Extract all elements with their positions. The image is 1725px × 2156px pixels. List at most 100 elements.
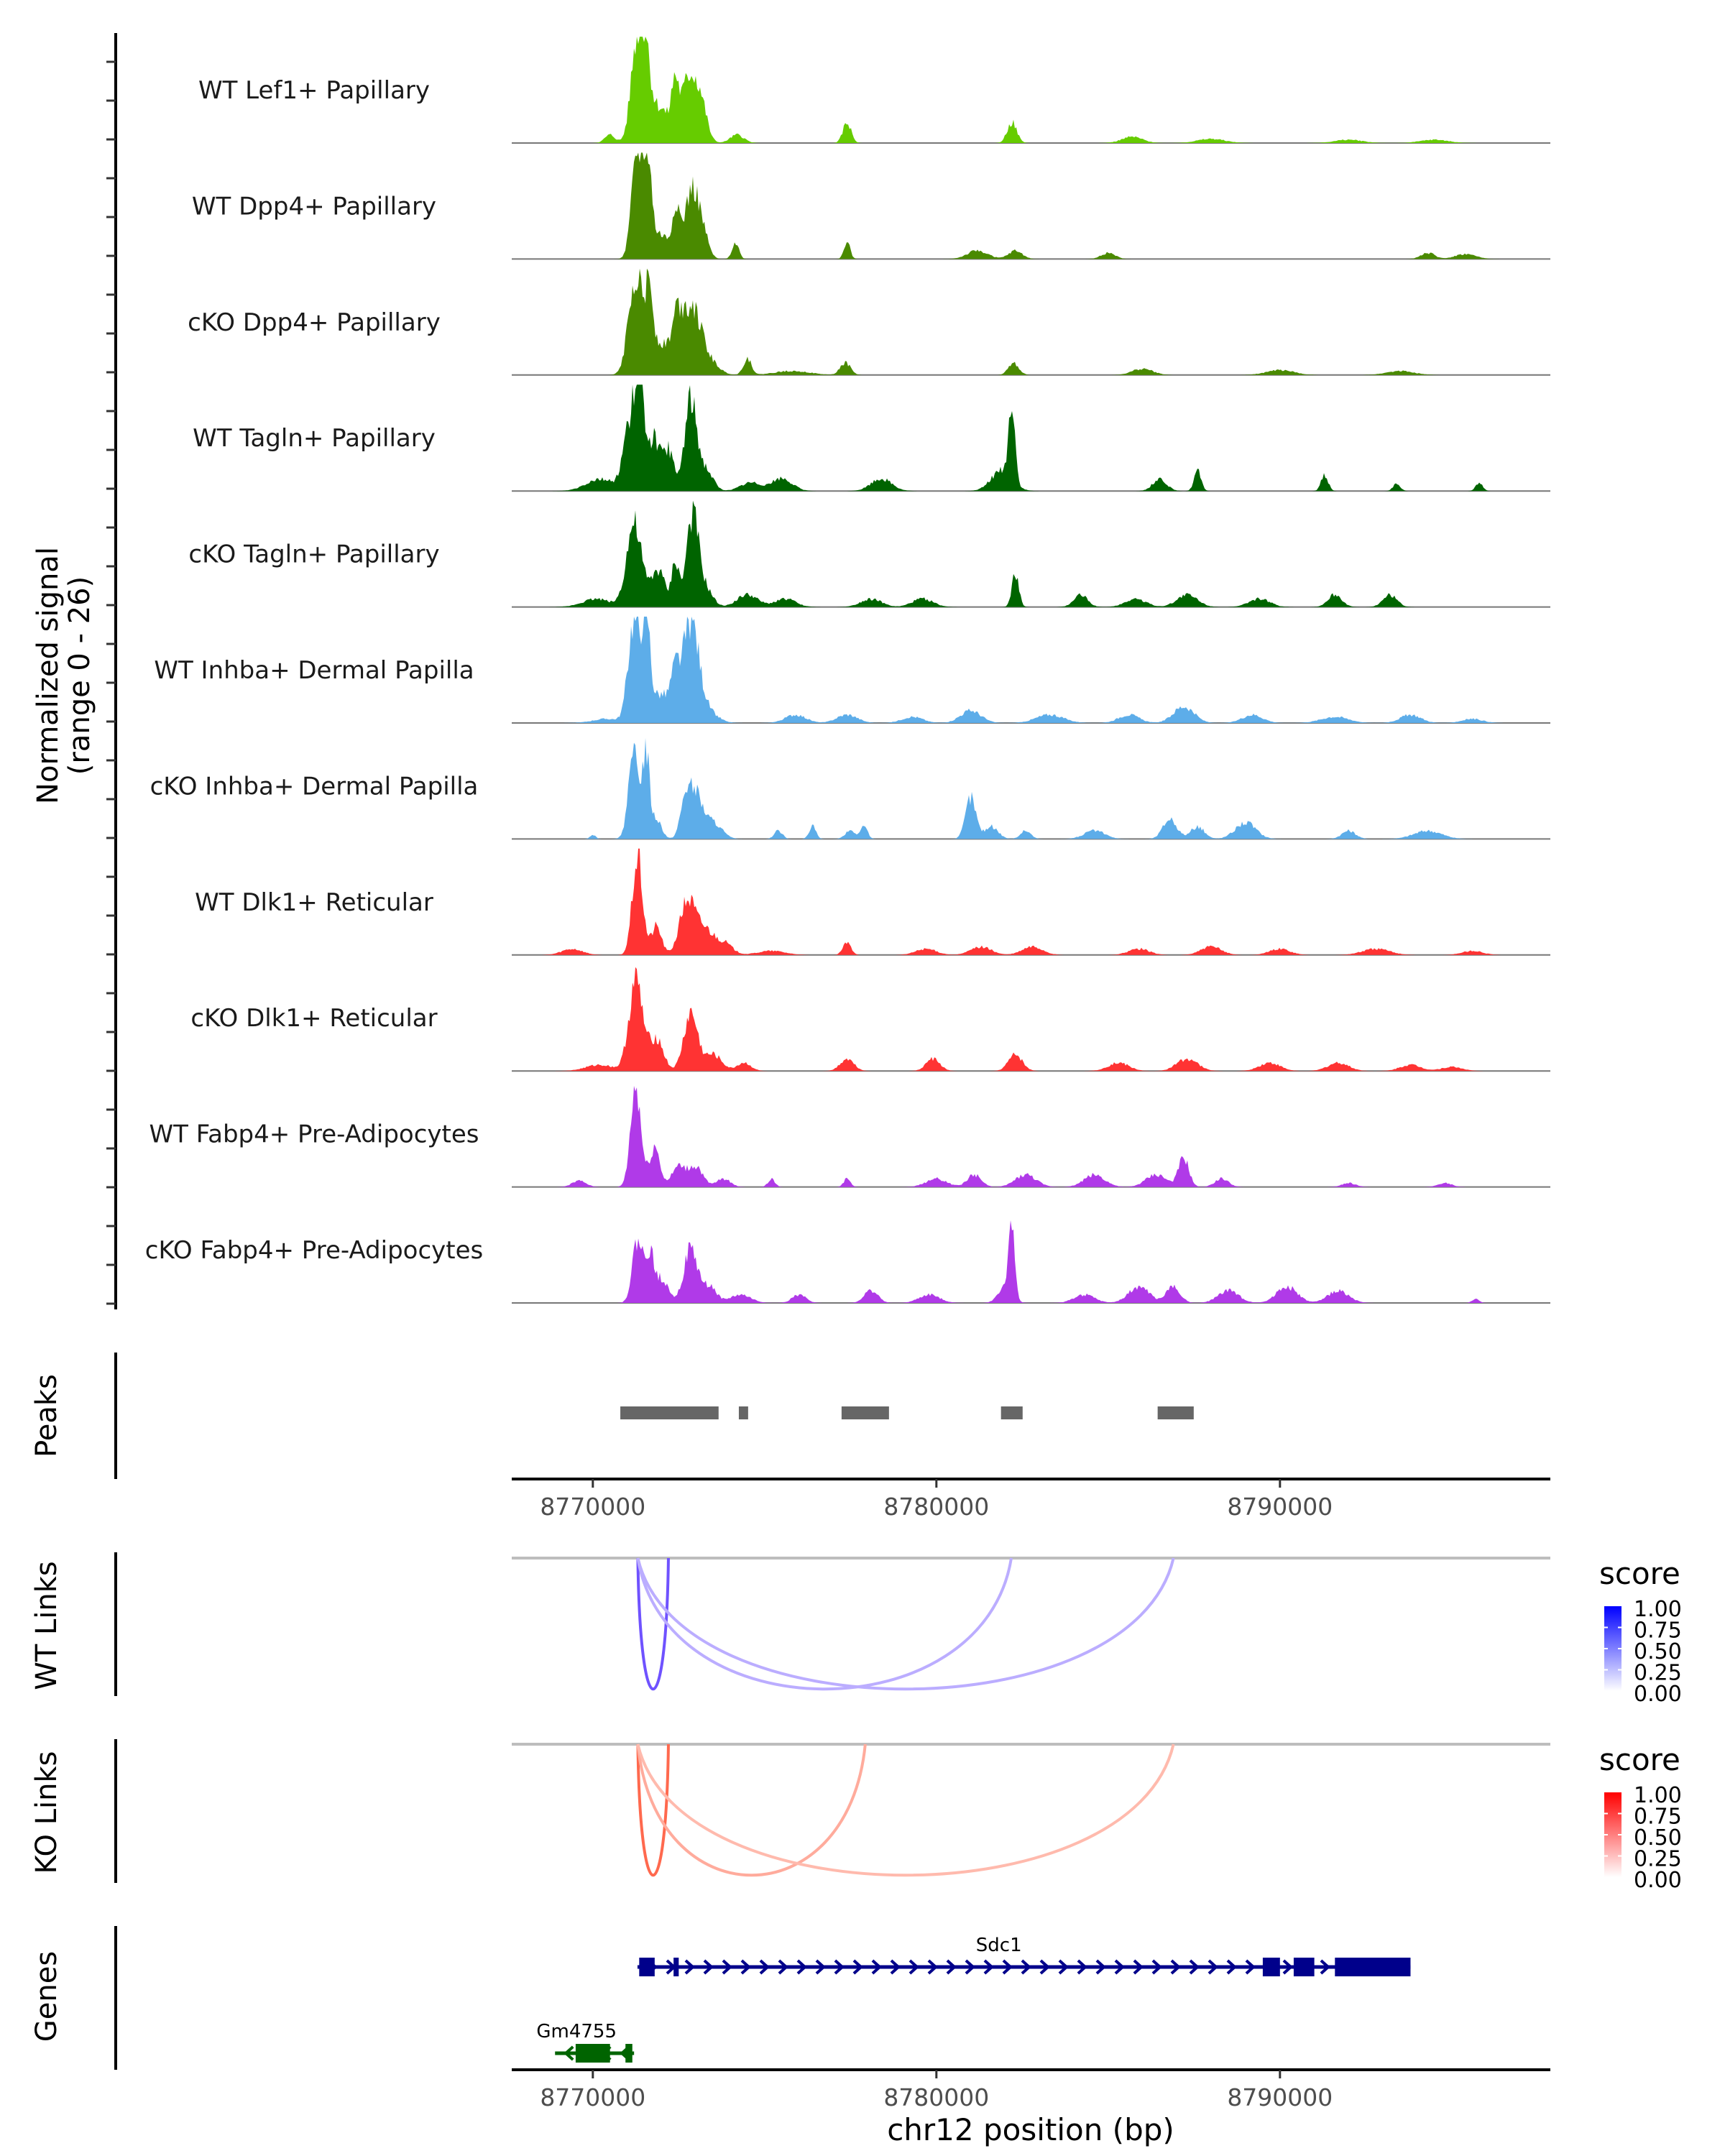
link-arc (636, 1557, 1175, 1691)
x-tick-label: 8780000 (883, 1493, 989, 1521)
ko-legend-ticks: 1.000.750.500.250.00 (1604, 1783, 1682, 1893)
strand-chevron (722, 1959, 732, 1975)
strand-chevron (1114, 1959, 1125, 1975)
ko-links-track-label: KO Links (30, 1751, 63, 1874)
strand-chevron (1058, 1959, 1069, 1975)
peak-region (1157, 1406, 1194, 1419)
strand-chevron (740, 1959, 751, 1975)
x-tick-label: 8780000 (883, 2083, 989, 2111)
signal-area (512, 37, 1550, 143)
signal-area (512, 152, 1550, 259)
strand-chevron (1208, 1959, 1218, 1975)
y-axis-title-line1: Normalized signal (32, 547, 65, 804)
x-axis-ticks-top: 8770000 8780000 8790000 (540, 1479, 1333, 1521)
strand-chevron (1077, 1959, 1087, 1975)
x-tick-label: 8790000 (1227, 2083, 1333, 2111)
ko-links-legend: score 1.000.750.500.250.00 (1599, 1742, 1682, 1893)
signal-area (512, 617, 1550, 723)
strand-chevron (703, 1959, 714, 1975)
strand-chevron (1320, 1959, 1330, 1975)
ko-legend-title: score (1599, 1742, 1680, 1777)
strand-chevron (1151, 1959, 1162, 1975)
legend-tick-label: 0.75 (1634, 1618, 1682, 1644)
track-label: cKO Dpp4+ Papillary (188, 308, 441, 337)
track-label: WT Tagln+ Papillary (193, 424, 436, 453)
link-arc (636, 1743, 867, 1877)
peak-region (738, 1406, 748, 1419)
legend-tick-label: 0.25 (1634, 1661, 1682, 1686)
track-label: WT Inhba+ Dermal Papilla (154, 656, 474, 685)
strand-chevron (796, 1959, 807, 1975)
peaks-track-label: Peaks (30, 1374, 63, 1457)
link-arc (636, 1743, 670, 1876)
ko-links-arcs (636, 1743, 1175, 1877)
peaks-regions (620, 1406, 1194, 1419)
track-label: WT Lef1+ Papillary (198, 76, 430, 105)
signal-area (512, 500, 1550, 607)
signal-area (512, 848, 1550, 955)
coverage-y-ticks (106, 60, 116, 1305)
legend-tick-label: 0.00 (1634, 1682, 1682, 1707)
x-tick-label: 8790000 (1227, 1493, 1333, 1521)
legend-tick-label: 0.75 (1634, 1805, 1682, 1830)
genes-models: Sdc1 Gm4755 (536, 1935, 1411, 2063)
strand-chevron (1002, 1959, 1013, 1975)
strand-chevron (946, 1959, 957, 1975)
signal-area (512, 384, 1550, 492)
track-label: cKO Tagln+ Papillary (188, 540, 439, 569)
gene-exon (1293, 1958, 1315, 1976)
x-axis-title: chr12 position (bp) (887, 2112, 1174, 2147)
x-tick-label: 8770000 (540, 1493, 645, 1521)
y-axis-title-line2: (range 0 - 26) (63, 576, 96, 775)
track-label: cKO Dlk1+ Reticular (190, 1004, 437, 1033)
gene-exon (673, 1958, 679, 1976)
strand-chevron (564, 2045, 574, 2061)
track-label: WT Dpp4+ Papillary (192, 192, 436, 221)
legend-tick-label: 0.00 (1634, 1868, 1682, 1893)
wt-links-arcs (636, 1557, 1175, 1691)
peak-region (1000, 1406, 1023, 1419)
strand-chevron (1189, 1959, 1200, 1975)
link-arc (636, 1743, 1175, 1877)
strand-chevron (908, 1959, 919, 1975)
signal-area (512, 1086, 1550, 1187)
peak-region (620, 1406, 719, 1419)
strand-chevron (965, 1959, 975, 1975)
gene-exon (1262, 1958, 1280, 1976)
wt-links-track-label: WT Links (30, 1561, 63, 1690)
genes-track-label: Genes (30, 1951, 63, 2042)
wt-links-legend: score 1.000.750.500.250.00 (1599, 1556, 1682, 1707)
wt-legend-ticks: 1.000.750.500.250.00 (1604, 1597, 1682, 1707)
x-axis-ticks-bottom: 8770000 8780000 8790000 (540, 2070, 1333, 2111)
signal-area (512, 737, 1550, 839)
strand-chevron (815, 1959, 826, 1975)
track-label: WT Fabp4+ Pre-Adipocytes (150, 1120, 479, 1149)
strand-chevron (890, 1959, 901, 1975)
strand-chevron (1170, 1959, 1181, 1975)
y-axis-title: Normalized signal (range 0 - 26) (32, 547, 96, 804)
strand-chevron (1021, 1959, 1031, 1975)
strand-chevron (759, 1959, 770, 1975)
gene-exon (575, 2044, 610, 2063)
legend-tick-label: 1.00 (1634, 1597, 1682, 1622)
peak-region (841, 1406, 889, 1419)
strand-chevron (871, 1959, 882, 1975)
strand-chevron (1039, 1959, 1050, 1975)
strand-chevron (852, 1959, 863, 1975)
x-tick-label: 8770000 (540, 2083, 645, 2111)
strand-chevron (1282, 1959, 1293, 1975)
gene-exon (1335, 1958, 1411, 1976)
track-label: cKO Inhba+ Dermal Papilla (150, 772, 479, 801)
gene-label: Gm4755 (536, 2021, 617, 2042)
signal-area (512, 1220, 1550, 1303)
coverage-tracks: WT Lef1+ Papillary WT Dpp4+ Papillary cKO … (145, 37, 1550, 1304)
legend-tick-label: 1.00 (1634, 1783, 1682, 1808)
wt-legend-title: score (1599, 1556, 1680, 1591)
strand-chevron (983, 1959, 994, 1975)
track-label: cKO Fabp4+ Pre-Adipocytes (145, 1236, 484, 1265)
gene-exon (625, 2044, 632, 2063)
link-arc (636, 1557, 670, 1690)
signal-area (512, 967, 1550, 1072)
track-label: WT Dlk1+ Reticular (195, 888, 433, 917)
